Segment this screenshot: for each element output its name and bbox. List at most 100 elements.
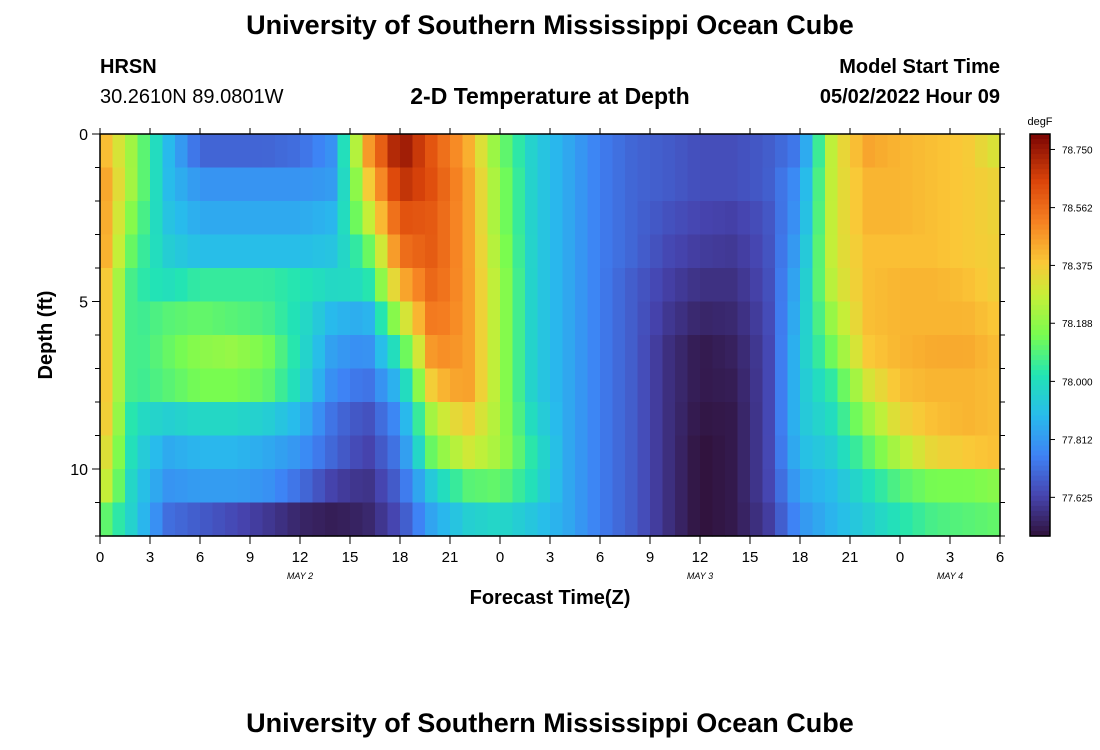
colorbar-segment <box>1030 194 1050 200</box>
heatmap-cell <box>950 502 964 537</box>
heatmap-cell <box>387 268 401 303</box>
heatmap-cell <box>812 167 826 202</box>
heatmap-cell <box>650 469 664 504</box>
heatmap-cell <box>937 368 951 403</box>
heatmap-cell <box>212 368 226 403</box>
heatmap-cell <box>712 469 726 504</box>
colorbar-segment <box>1030 294 1050 301</box>
heatmap-cell <box>662 368 676 403</box>
heatmap-cell <box>225 134 239 169</box>
heatmap-cell <box>587 502 601 537</box>
heatmap-cell <box>300 268 314 303</box>
heatmap-cell <box>175 167 189 202</box>
heatmap-cell <box>737 368 751 403</box>
x-tick-label: 3 <box>146 549 154 566</box>
colorbar-segment <box>1030 345 1050 351</box>
heatmap-cell <box>762 234 776 269</box>
heatmap-cell <box>250 469 264 504</box>
heatmap-cell <box>825 268 839 303</box>
heatmap-cell <box>375 301 389 336</box>
heatmap-cell <box>987 335 1001 370</box>
heatmap-cell <box>287 402 301 437</box>
heatmap-cell <box>500 134 514 169</box>
heatmap-cells <box>100 134 1001 537</box>
heatmap-cell <box>400 502 414 537</box>
heatmap-cell <box>500 167 514 202</box>
heatmap-cell <box>875 134 889 169</box>
heatmap-cell <box>237 502 251 537</box>
colorbar-segment <box>1030 375 1050 381</box>
heatmap-cell <box>950 335 964 370</box>
heatmap-cell <box>475 469 489 504</box>
heatmap-cell <box>125 469 139 504</box>
heatmap-cell <box>425 167 439 202</box>
heatmap-cell <box>525 335 539 370</box>
heatmap-cell <box>137 335 151 370</box>
heatmap-cell <box>125 368 139 403</box>
heatmap-cell <box>662 335 676 370</box>
heatmap-cell <box>975 134 989 169</box>
heatmap-cell <box>925 301 939 336</box>
heatmap-cell <box>512 268 526 303</box>
heatmap-cell <box>850 167 864 202</box>
heatmap-cell <box>850 502 864 537</box>
heatmap-cell <box>400 234 414 269</box>
colorbar-segment <box>1030 515 1050 522</box>
heatmap-cell <box>962 502 976 537</box>
heatmap-cell <box>487 167 501 202</box>
heatmap-cell <box>325 201 339 236</box>
heatmap-cell <box>225 234 239 269</box>
heatmap-cell <box>875 502 889 537</box>
heatmap-cell <box>125 234 139 269</box>
heatmap-cell <box>225 167 239 202</box>
heatmap-cell <box>837 335 851 370</box>
heatmap-cell <box>550 402 564 437</box>
heatmap-cell <box>762 335 776 370</box>
heatmap-cell <box>387 368 401 403</box>
heatmap-cell <box>262 502 276 537</box>
colorbar-tick-label: 77.625 <box>1062 493 1093 504</box>
x-axis: 0 3 6 9 12 15 18 21 0 3 6 9 12 15 18 21 0 3 6 MAY 2 MAY 3 MAY… <box>96 128 1004 581</box>
colorbar-segment <box>1030 505 1050 512</box>
heatmap-cell <box>275 268 289 303</box>
colorbar-segment <box>1030 365 1050 371</box>
heatmap-cell <box>412 234 426 269</box>
heatmap-cell <box>887 368 901 403</box>
heatmap-cell <box>212 435 226 470</box>
heatmap-cell <box>875 167 889 202</box>
colorbar-segment <box>1030 214 1050 221</box>
colorbar-segment <box>1030 495 1050 502</box>
heatmap-cell <box>725 402 739 437</box>
heatmap-cell <box>500 502 514 537</box>
heatmap-cell <box>750 301 764 336</box>
colorbar-segment <box>1030 460 1050 467</box>
colorbar-segment <box>1030 410 1050 417</box>
heatmap-cell <box>275 402 289 437</box>
heatmap-cell <box>975 234 989 269</box>
heatmap-cell <box>175 502 189 537</box>
heatmap-cell <box>625 335 639 370</box>
heatmap-cell <box>437 402 451 437</box>
heatmap-cell <box>225 201 239 236</box>
colorbar-segment <box>1030 435 1050 442</box>
heatmap-cell <box>850 234 864 269</box>
heatmap-cell <box>362 268 376 303</box>
heatmap-cell <box>737 402 751 437</box>
heatmap-cell <box>275 134 289 169</box>
heatmap-cell <box>412 402 426 437</box>
heatmap-cell <box>587 268 601 303</box>
heatmap-cell <box>437 368 451 403</box>
heatmap-cell <box>675 402 689 437</box>
heatmap-cell <box>600 301 614 336</box>
heatmap-cell <box>825 335 839 370</box>
heatmap-cell <box>250 167 264 202</box>
colorbar-segment <box>1030 209 1050 216</box>
heatmap-cell <box>250 502 264 537</box>
heatmap-cell <box>487 502 501 537</box>
heatmap-cell <box>112 402 126 437</box>
heatmap-cell <box>900 402 914 437</box>
heatmap-cell <box>737 469 751 504</box>
heatmap-cell <box>550 234 564 269</box>
heatmap-cell <box>100 402 114 437</box>
heatmap-cell <box>287 201 301 236</box>
